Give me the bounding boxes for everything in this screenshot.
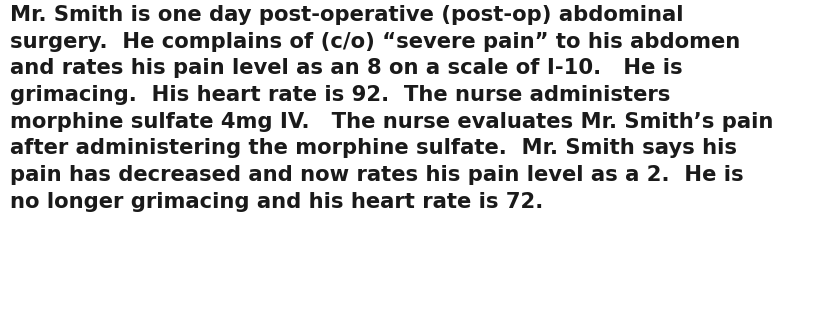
Text: Mr. Smith is one day post-operative (post-op) abdominal
surgery.  He complains o: Mr. Smith is one day post-operative (pos… xyxy=(10,5,772,212)
